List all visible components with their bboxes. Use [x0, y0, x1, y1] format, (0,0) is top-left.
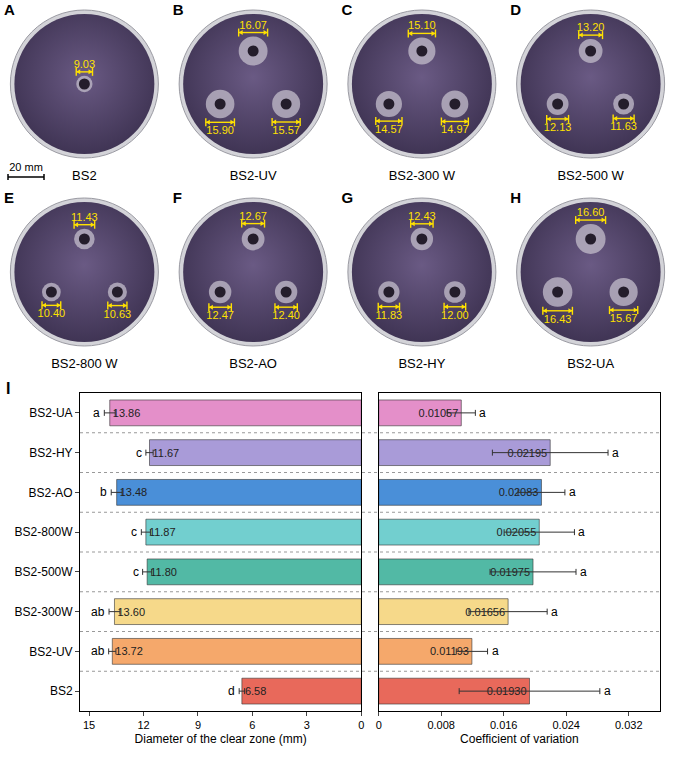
svg-text:0.02083: 0.02083	[499, 486, 539, 498]
svg-text:11.83: 11.83	[376, 309, 403, 321]
svg-text:E: E	[4, 189, 14, 206]
svg-text:0.01930: 0.01930	[487, 685, 527, 697]
svg-text:0: 0	[358, 719, 364, 731]
svg-text:9.03: 9.03	[74, 58, 95, 70]
svg-text:12.13: 12.13	[544, 121, 572, 133]
svg-text:12.43: 12.43	[408, 210, 436, 222]
svg-text:10.40: 10.40	[38, 307, 66, 319]
svg-text:12: 12	[137, 719, 149, 731]
svg-text:d: d	[228, 684, 235, 698]
svg-text:13.48: 13.48	[120, 486, 148, 498]
svg-text:13.60: 13.60	[117, 606, 145, 618]
svg-text:15: 15	[83, 719, 95, 731]
svg-text:BS2-UA: BS2-UA	[29, 406, 72, 420]
svg-text:BS2-HY: BS2-HY	[398, 356, 445, 371]
svg-text:0.032: 0.032	[615, 719, 643, 731]
svg-text:BS2-300W: BS2-300W	[15, 605, 74, 619]
svg-text:0.01656: 0.01656	[465, 606, 505, 618]
svg-text:BS2-800 W: BS2-800 W	[51, 356, 118, 371]
svg-text:BS2-800W: BS2-800W	[15, 525, 74, 539]
svg-text:H: H	[510, 189, 521, 206]
svg-text:0.008: 0.008	[427, 719, 455, 731]
svg-text:BS2-HY: BS2-HY	[29, 446, 72, 460]
svg-text:12.47: 12.47	[206, 309, 234, 321]
svg-text:b: b	[100, 485, 107, 499]
svg-text:0.01975: 0.01975	[490, 566, 530, 578]
svg-text:15.90: 15.90	[206, 124, 234, 136]
svg-text:a: a	[612, 446, 619, 460]
svg-text:BS2-AO: BS2-AO	[229, 356, 277, 371]
svg-text:BS2-UV: BS2-UV	[230, 168, 277, 183]
svg-text:10.63: 10.63	[104, 308, 132, 320]
svg-text:a: a	[551, 605, 558, 619]
svg-text:ab: ab	[91, 605, 105, 619]
svg-text:6.58: 6.58	[245, 685, 266, 697]
svg-text:13.86: 13.86	[113, 407, 141, 419]
svg-text:11.43: 11.43	[71, 211, 98, 223]
svg-text:G: G	[342, 189, 354, 206]
svg-text:D: D	[510, 1, 521, 18]
svg-text:a: a	[604, 684, 611, 698]
svg-text:15.10: 15.10	[408, 19, 436, 31]
svg-text:BS2-500W: BS2-500W	[15, 565, 74, 579]
svg-text:c: c	[136, 446, 142, 460]
svg-text:0.01057: 0.01057	[419, 407, 459, 419]
svg-text:ab: ab	[91, 644, 105, 658]
svg-text:C: C	[342, 1, 353, 18]
svg-text:3: 3	[304, 719, 310, 731]
svg-text:BS2-500 W: BS2-500 W	[557, 168, 624, 183]
svg-text:0.01193: 0.01193	[430, 645, 469, 657]
svg-text:13.72: 13.72	[115, 645, 143, 657]
svg-text:11.67: 11.67	[153, 447, 180, 459]
svg-text:13.20: 13.20	[577, 21, 605, 33]
svg-text:0.016: 0.016	[490, 719, 518, 731]
svg-text:15.67: 15.67	[610, 312, 638, 324]
svg-text:12.00: 12.00	[441, 309, 469, 321]
svg-text:a: a	[569, 485, 576, 499]
svg-text:BS2-AO: BS2-AO	[29, 486, 73, 500]
svg-text:A: A	[4, 1, 15, 18]
svg-text:11.80: 11.80	[150, 566, 177, 578]
svg-text:16.43: 16.43	[544, 313, 572, 325]
svg-text:9: 9	[195, 719, 201, 731]
svg-text:0: 0	[376, 719, 382, 731]
svg-text:BS2-300 W: BS2-300 W	[389, 168, 456, 183]
svg-text:BS2: BS2	[50, 684, 73, 698]
svg-text:16.60: 16.60	[577, 206, 605, 218]
svg-text:0.02195: 0.02195	[507, 447, 547, 459]
svg-text:14.97: 14.97	[441, 123, 469, 135]
svg-text:Diameter of the clear zone (mm: Diameter of the clear zone (mm)	[135, 732, 307, 746]
svg-text:a: a	[580, 565, 587, 579]
svg-text:BS2: BS2	[72, 168, 97, 183]
svg-text:16.07: 16.07	[239, 19, 267, 31]
svg-text:11.87: 11.87	[149, 526, 176, 538]
svg-text:11.63: 11.63	[610, 120, 637, 132]
svg-text:F: F	[173, 189, 182, 206]
svg-text:20 mm: 20 mm	[9, 161, 43, 173]
svg-text:BS2-UA: BS2-UA	[567, 356, 614, 371]
svg-text:15.57: 15.57	[272, 124, 300, 136]
svg-text:6: 6	[249, 719, 255, 731]
svg-text:0.024: 0.024	[552, 719, 580, 731]
svg-text:12.67: 12.67	[239, 210, 267, 222]
svg-text:c: c	[133, 565, 139, 579]
svg-text:BS2-UV: BS2-UV	[29, 645, 72, 659]
html-text:I: I	[6, 380, 11, 397]
svg-text:Coefficient of variation: Coefficient of variation	[460, 732, 579, 746]
svg-text:a: a	[93, 406, 100, 420]
svg-text:14.57: 14.57	[375, 123, 403, 135]
svg-text:12.40: 12.40	[272, 309, 300, 321]
svg-text:c: c	[131, 525, 137, 539]
svg-text:B: B	[173, 1, 184, 18]
svg-text:a: a	[479, 406, 486, 420]
svg-text:a: a	[492, 644, 499, 658]
svg-text:0.02055: 0.02055	[497, 526, 537, 538]
svg-text:a: a	[578, 525, 585, 539]
